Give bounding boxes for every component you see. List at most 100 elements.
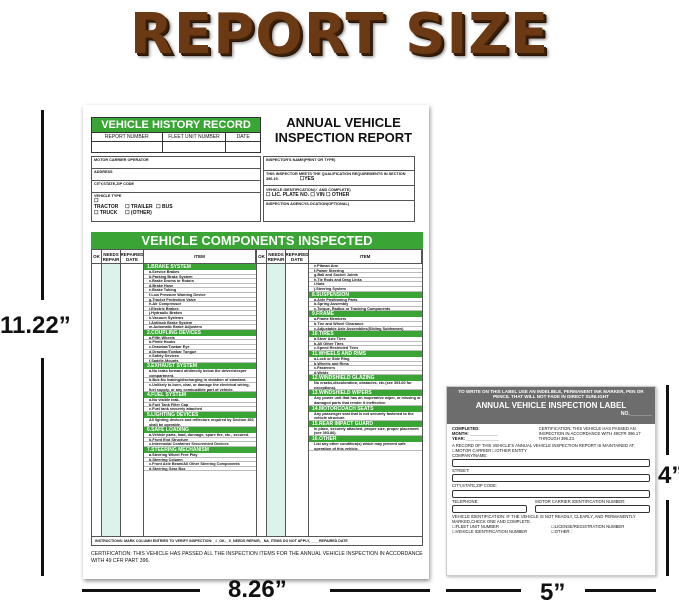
inspection-item: c.Unlikely to burn, char, or damage the … [144,383,256,392]
field-label: MOTOR CARRIER OPERATOR [92,157,260,169]
inspection-item: e.Safety Devices [144,354,256,359]
inspection-item: e.Pitman Arm [309,264,422,269]
section-header: 7.STEERING MECHANISM [144,447,256,453]
inspection-item: g.Tractor Protection Valve [144,298,256,303]
checkbox-other[interactable]: ☐OTHER : [551,529,572,535]
height-dimension-line-top [41,110,44,300]
checkbox-column[interactable] [102,264,121,536]
section-header: 6.SAFE LOADING [144,427,256,434]
components-column-right: OK NEEDS REPAIR REPAIRED DATE ITEM e.Pitman … [257,250,422,536]
company-field[interactable] [452,459,650,468]
inspection-item: a.Lock or Side Ring [309,357,422,362]
inspection-item: h.Tie Rods and Drag Links [309,278,422,283]
section-header: 8.SUSPENSION [309,291,422,298]
year-field[interactable]: YEAR: ______________ [452,436,499,442]
history-col: REPORT NUMBER [92,133,163,141]
telephone-field[interactable] [452,504,528,513]
checkbox-column[interactable] [121,264,144,536]
carrier-id-field[interactable] [535,504,650,513]
inspection-item: b.Tire and Wheel Clearance [309,322,422,327]
company-label: COMPANY/NAME: [452,453,488,459]
checkbox-tractor[interactable]: ☐ TRACTOR [94,198,119,210]
inspection-item: All lighting devices and reflectors requ… [144,418,256,427]
label-number: NO.________ [620,411,652,417]
history-title: VEHICLE HISTORY RECORD [92,118,260,132]
column-header: OK [92,250,102,263]
vehicle-id-text: VEHICLE IDENTIFICATION: IF THE VEHICLE I… [452,513,636,525]
completed-label: COMPLETED: [452,426,480,431]
checkbox-truck[interactable]: ☐ TRUCK [94,210,118,216]
label-warning: TO WRITE ON THIS LABEL USE AN INDELIBLE,… [458,389,644,399]
checkbox-license[interactable]: ☐LICENSE/REGISTRATION NUMBER [551,524,625,530]
field-label: CITY,STATE,ZIP CODE [92,181,260,193]
inspection-item: f.Saddle-Mounts [144,359,256,364]
street-field[interactable] [452,474,650,483]
vehicle-id-options[interactable]: ☐ LIC. PLATE NO. ☐ VIN ☐ OTHER [266,192,350,198]
field-label: ADDRESS [92,169,260,181]
checkbox-column[interactable] [257,264,267,536]
inspection-item: f.Low Pressure Warning Device [144,293,256,298]
label-height-line-top [666,385,669,455]
inspection-item: f.Power Steering [309,269,422,274]
inspection-report-sheet: VEHICLE HISTORY RECORD REPORT NUMBER FLE… [83,105,429,579]
inspection-item: j.Steering System [309,287,422,292]
label-width-line-right [585,589,656,592]
inspection-item: d.Drawbar/Towbar Tongue [144,350,256,355]
vehicle-history-record: VEHICLE HISTORY RECORD REPORT NUMBER FLE… [91,117,261,153]
inspection-item: a.Service Brakes [144,270,256,275]
record-location: A RECORD OF THIS VEHICLE'S ANNUAL VEHICL… [452,442,635,453]
inspection-item: In place, securely attached, proper size… [309,427,422,436]
inspection-item: b.All Other Tires [309,342,422,347]
operator-info-box: MOTOR CARRIER OPERATOR ADDRESS CITY,STAT… [91,156,261,222]
column-header: ITEM [309,250,422,263]
month-field[interactable]: MONTH: ____________ [452,431,498,437]
section-header: 12.WINDSHIELD GLAZING [309,375,422,382]
checkbox-vin[interactable]: ☐VEHICLE IDENTIFICATION NUMBER [452,529,528,535]
components-column-left: OK NEEDS REPAIR REPAIRED DATE ITEM 1.BRAKE S… [92,250,257,536]
inspection-item: l.Antilock Brake System [144,321,256,326]
carrier-id-label: MOTOR CARRIER IDENTIFICATION NUMBER: [535,498,626,504]
section-header: 3.EXHAUST SYSTEM [144,363,256,370]
inspection-item: m.Automatic Brake Adjusters [144,325,256,330]
inspection-item: c.Adjustable Axle Assemblies(Sliding Sub… [309,327,422,332]
column-header: ITEM [144,250,256,263]
inspection-item: c.Front Axle Beam/All Other Steering Com… [144,462,256,467]
inspection-item: a.Fifth Wheels [144,336,256,341]
checkbox-bus[interactable]: ☐ BUS [156,204,173,210]
checkbox-fleet-unit[interactable]: ☐FLEET UNIT NUMBER [452,524,499,530]
history-col: FLEET UNIT NUMBER [163,133,227,141]
inspector-info-box: INSPECTOR'S NAME(PRINT OR TYPE) THIS INS… [263,156,415,222]
checkbox-column[interactable] [267,264,286,536]
label-width-line-left [446,589,521,592]
inspection-item: Any passenger seat that is not securely … [309,412,422,421]
inspection-item: b.Front End Structure [144,438,256,443]
checkbox-trailer[interactable]: ☐ TRAILER [125,204,153,210]
column-header: NEEDS REPAIR [267,250,286,263]
telephone-label: TELEPHONE: [452,498,479,504]
checkbox-other[interactable]: ☐ (OTHER) [125,210,152,216]
label-height-line-bottom [666,500,669,576]
inspection-item: e.Brake Tubing [144,288,256,293]
inspection-item: List any other condition(s) which may pr… [309,442,422,451]
components-title: VEHICLE COMPONENTS INSPECTED [91,232,423,249]
width-dimension: 8.26” [228,576,287,603]
section-header: 2.COUPLING DEVICES [144,329,256,336]
checkbox-column[interactable] [286,264,309,536]
checkbox-column[interactable] [92,264,102,536]
inspection-item: c.Intermodal Container Securement Device… [144,442,256,447]
inspection-item: a.No visible leak. [144,398,256,403]
city-field[interactable] [452,489,650,498]
section-header: 14.MOTORCOACH SEATS [309,405,422,412]
inspection-item: k.Vacuum Systems [144,316,256,321]
inspection-item: c.Drawbar/Towbar Eye [144,345,256,350]
inspection-item: d.Brake Hose [144,284,256,289]
instructions: INSTRUCTIONS: MARK COLUMN ENTRIES TO VER… [91,537,423,546]
column-header: NEEDS REPAIR [102,250,121,263]
city-label: CITY,STATE,ZIP CODE: [452,483,498,489]
inspection-item: b.Spring Assembly [309,302,422,307]
inspection-item: b.Steering Column [144,458,256,463]
column-header: REPAIRED DATE [120,250,144,263]
section-header: 15.REAR IMPACT GUARD [309,420,422,427]
field-label: INSPECTION AGENCY/LOCATION(OPTIONAL) [266,202,350,206]
checkbox-yes[interactable]: ☐YES [299,176,315,182]
